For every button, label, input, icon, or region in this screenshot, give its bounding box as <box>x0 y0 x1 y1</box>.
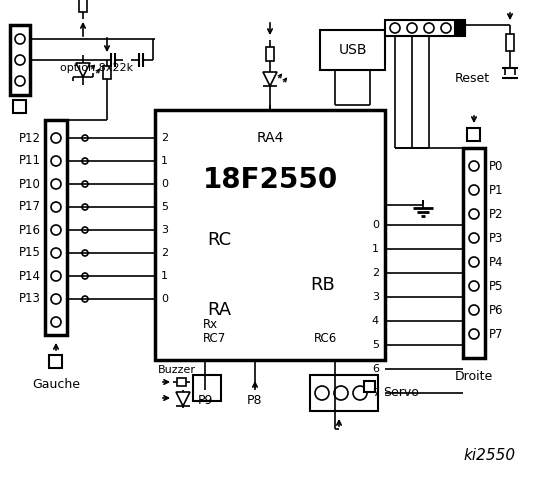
Text: Buzzer: Buzzer <box>158 365 196 375</box>
Text: 7: 7 <box>372 388 379 398</box>
Bar <box>79 0 87 12</box>
Text: 0: 0 <box>161 294 168 304</box>
Text: Reset: Reset <box>455 72 490 84</box>
Bar <box>45 120 67 335</box>
Text: P14: P14 <box>19 269 41 283</box>
Bar <box>463 148 485 358</box>
Bar <box>103 66 111 79</box>
Text: 5: 5 <box>372 340 379 350</box>
Text: P16: P16 <box>19 224 41 237</box>
Text: 4: 4 <box>372 316 379 326</box>
Text: P17: P17 <box>19 201 41 214</box>
Polygon shape <box>263 72 277 86</box>
Bar <box>320 30 385 70</box>
Bar <box>10 25 30 95</box>
Text: ki2550: ki2550 <box>464 447 516 463</box>
Bar <box>385 20 465 36</box>
Text: 0: 0 <box>372 220 379 230</box>
Text: RC: RC <box>207 231 231 249</box>
Bar <box>155 110 385 360</box>
Text: 1: 1 <box>372 244 379 254</box>
Bar <box>13 100 26 113</box>
Text: P0: P0 <box>489 159 503 172</box>
Text: Gauche: Gauche <box>32 379 80 392</box>
Text: RA: RA <box>207 301 231 319</box>
Bar <box>266 47 274 61</box>
Bar <box>467 128 480 141</box>
Text: P6: P6 <box>489 303 503 316</box>
Bar <box>455 22 465 34</box>
Text: 3: 3 <box>161 225 168 235</box>
Text: 2: 2 <box>161 248 168 258</box>
Text: 6: 6 <box>372 364 379 374</box>
Polygon shape <box>76 63 90 77</box>
Text: P12: P12 <box>19 132 41 144</box>
Text: P11: P11 <box>19 155 41 168</box>
Text: RA4: RA4 <box>256 131 284 145</box>
Text: P9: P9 <box>197 394 213 407</box>
Text: P4: P4 <box>489 255 503 268</box>
Bar <box>49 355 62 368</box>
Text: Rx: Rx <box>203 319 218 332</box>
Text: Servo: Servo <box>383 386 419 399</box>
Text: P13: P13 <box>19 292 41 305</box>
Text: 3: 3 <box>372 292 379 302</box>
Text: 0: 0 <box>161 179 168 189</box>
Text: 1: 1 <box>161 156 168 166</box>
Text: option 8x22k: option 8x22k <box>60 63 133 73</box>
Text: 5: 5 <box>161 202 168 212</box>
Text: P10: P10 <box>19 178 41 191</box>
Text: USB: USB <box>338 43 367 57</box>
Text: P15: P15 <box>19 247 41 260</box>
Text: 18F2550: 18F2550 <box>202 166 338 194</box>
Bar <box>310 375 378 411</box>
Bar <box>506 34 514 51</box>
Polygon shape <box>176 392 190 406</box>
Text: P3: P3 <box>489 231 503 244</box>
Text: P1: P1 <box>489 183 503 196</box>
Text: P7: P7 <box>489 327 503 340</box>
Text: P2: P2 <box>489 207 503 220</box>
Text: RB: RB <box>310 276 335 294</box>
Text: 2: 2 <box>161 133 168 143</box>
Text: 2: 2 <box>372 268 379 278</box>
Text: Droite: Droite <box>455 370 493 383</box>
Text: RC7: RC7 <box>203 332 226 345</box>
Text: 1: 1 <box>161 271 168 281</box>
Bar <box>178 378 186 386</box>
Text: RC6: RC6 <box>314 332 337 345</box>
Text: P8: P8 <box>247 394 263 407</box>
Bar <box>193 375 221 401</box>
Text: P5: P5 <box>489 279 503 292</box>
Bar <box>364 381 375 392</box>
